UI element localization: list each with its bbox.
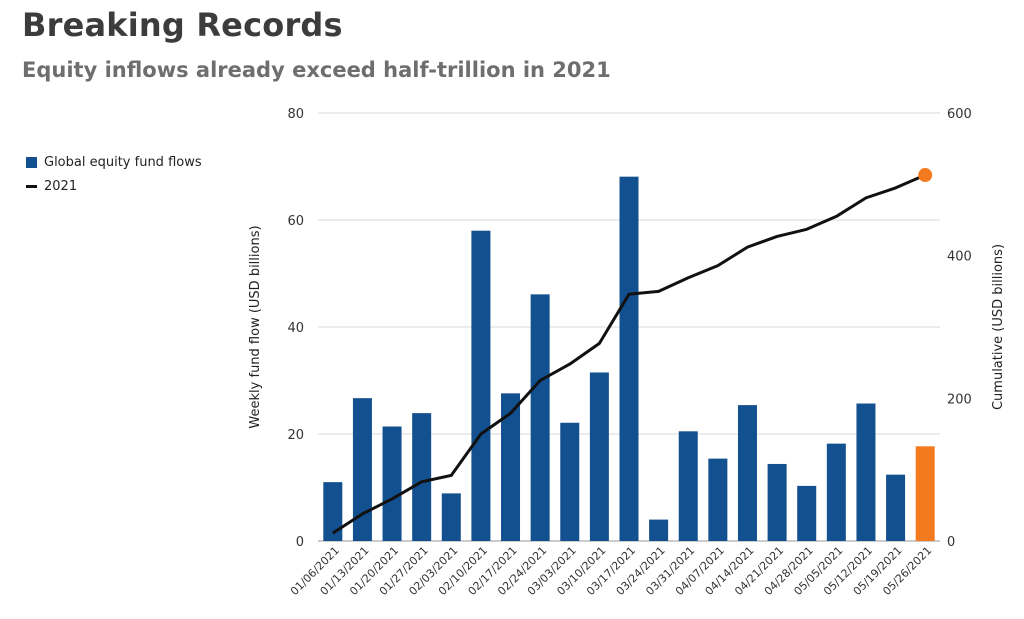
bar [501, 393, 521, 541]
chart-title: Breaking Records [22, 6, 343, 44]
y-tick-label: 40 [287, 321, 304, 336]
bar [678, 431, 698, 541]
bar [471, 230, 491, 541]
bar [412, 413, 432, 541]
bar [589, 372, 609, 541]
y-tick-label: 20 [287, 428, 304, 443]
y2-tick-label: 600 [947, 107, 972, 122]
bar [856, 403, 876, 541]
bar [767, 463, 787, 541]
bar [737, 405, 757, 541]
bar [708, 458, 728, 541]
y-tick-label: 0 [296, 535, 304, 550]
bar [530, 294, 550, 541]
bar [649, 519, 669, 541]
chart-subtitle: Equity inflows already exceed half-trill… [22, 58, 611, 82]
y2-tick-label: 400 [947, 250, 972, 265]
legend-bar-swatch [26, 156, 37, 168]
y-tick-label: 60 [287, 214, 304, 229]
y2-axis-label: Cumulative (USD billions) [991, 244, 1006, 410]
bar [382, 426, 402, 541]
legend-line-swatch [26, 184, 37, 188]
legend-bar-label: Global equity fund flows [44, 154, 202, 170]
bar [619, 176, 639, 542]
bar [352, 398, 372, 541]
bar [560, 422, 580, 541]
line-point-highlight [918, 168, 933, 183]
y2-tick-label: 200 [947, 392, 972, 407]
line-series [331, 173, 926, 535]
legend-line-label: 2021 [44, 178, 78, 194]
bar [323, 482, 343, 541]
y-tick-label: 80 [287, 107, 304, 122]
bar [826, 443, 846, 541]
bar [886, 474, 906, 541]
legend-item-bars: Global equity fund flows [26, 150, 202, 174]
y2-tick-label: 0 [947, 535, 955, 550]
bar [915, 446, 935, 541]
y-axis-label: Weekly fund flow (USD billions) [248, 225, 263, 428]
bar [797, 485, 817, 541]
chart-legend: Global equity fund flows 2021 [26, 150, 202, 198]
bar [441, 493, 461, 541]
legend-item-line: 2021 [26, 174, 202, 198]
